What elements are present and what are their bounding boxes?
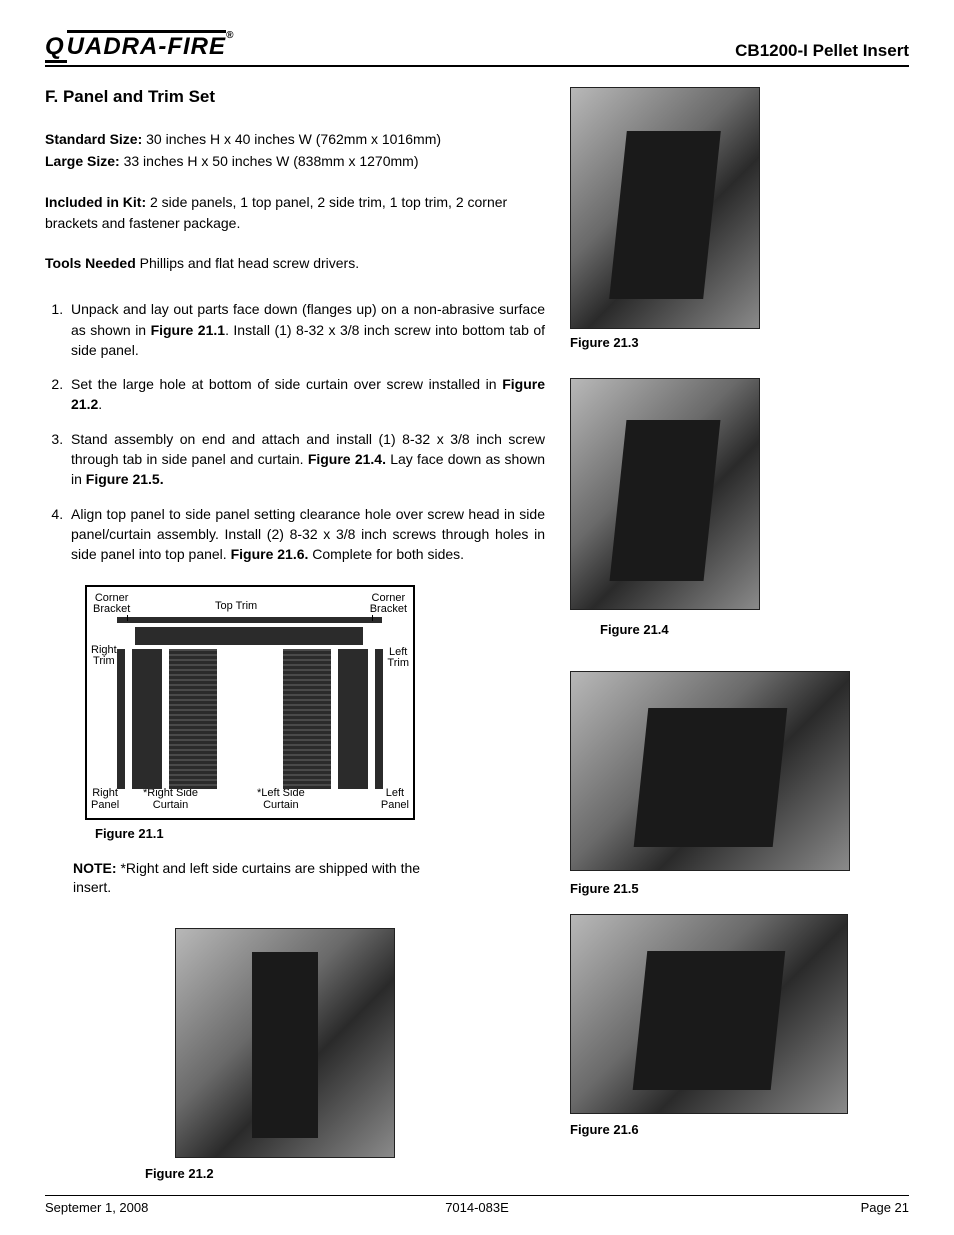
label-right-panel: RightPanel bbox=[91, 788, 119, 811]
figure-21-4-image bbox=[570, 378, 760, 610]
shape-left-panel bbox=[338, 649, 368, 789]
tools-label: Tools Needed bbox=[45, 255, 136, 271]
shape-right-curtain bbox=[169, 649, 217, 789]
shape-left-curtain bbox=[283, 649, 331, 789]
label-left-panel: LeftPanel bbox=[381, 788, 409, 811]
shape-left-trim bbox=[375, 649, 383, 789]
shape-right-trim bbox=[117, 649, 125, 789]
figure-21-2-caption: Figure 21.2 bbox=[145, 1166, 545, 1181]
figure-21-4-caption: Figure 21.4 bbox=[600, 622, 880, 637]
brand-logo: QUADRA-FIRE® bbox=[45, 30, 234, 61]
standard-size-value: 30 inches H x 40 inches W (762mm x 1016m… bbox=[142, 131, 441, 147]
label-top-trim: Top Trim bbox=[215, 601, 257, 613]
label-corner-bracket-left: CornerBracket bbox=[93, 593, 130, 616]
shape-top-trim bbox=[117, 617, 382, 623]
step-4: Align top panel to side panel setting cl… bbox=[67, 504, 545, 565]
note-label: NOTE: bbox=[73, 860, 117, 876]
figure-21-3-caption: Figure 21.3 bbox=[570, 335, 880, 350]
label-left-trim: LeftTrim bbox=[387, 647, 409, 670]
label-right-trim: RightTrim bbox=[91, 645, 117, 668]
figure-21-3-image bbox=[570, 87, 760, 329]
product-title: CB1200-I Pellet Insert bbox=[735, 41, 909, 61]
figure-21-6-image bbox=[570, 914, 848, 1114]
shape-right-panel bbox=[132, 649, 162, 789]
step-1: Unpack and lay out parts face down (flan… bbox=[67, 299, 545, 360]
steps-list: Unpack and lay out parts face down (flan… bbox=[67, 299, 545, 564]
included-label: Included in Kit: bbox=[45, 194, 146, 210]
left-column: F. Panel and Trim Set Standard Size: 30 … bbox=[45, 87, 545, 1181]
note-text: *Right and left side curtains are shippe… bbox=[73, 860, 420, 896]
footer-page: Page 21 bbox=[861, 1200, 909, 1215]
label-corner-bracket-right: CornerBracket bbox=[370, 593, 407, 616]
figure-21-5-image bbox=[570, 671, 850, 871]
step-2: Set the large hole at bottom of side cur… bbox=[67, 374, 545, 415]
step-3: Stand assembly on end and attach and ins… bbox=[67, 429, 545, 490]
figure-21-1-caption: Figure 21.1 bbox=[95, 826, 545, 841]
large-size-value: 33 inches H x 50 inches W (838mm x 1270m… bbox=[120, 153, 419, 169]
figure-21-5-caption: Figure 21.5 bbox=[570, 881, 880, 896]
page-header: QUADRA-FIRE® CB1200-I Pellet Insert bbox=[45, 30, 909, 67]
large-size-label: Large Size: bbox=[45, 153, 120, 169]
note-block: NOTE: *Right and left side curtains are … bbox=[73, 859, 433, 898]
content-area: F. Panel and Trim Set Standard Size: 30 … bbox=[45, 87, 909, 1181]
figure-21-1-diagram: CornerBracket CornerBracket Top Trim Top… bbox=[85, 585, 415, 820]
label-left-curtain: *Left SideCurtain bbox=[257, 788, 305, 811]
tools-value: Phillips and flat head screw drivers. bbox=[136, 255, 359, 271]
footer-docnum: 7014-083E bbox=[445, 1200, 509, 1215]
large-size-line: Large Size: 33 inches H x 50 inches W (8… bbox=[45, 151, 545, 173]
right-column: Figure 21.3 Figure 21.4 Figure 21.5 Figu… bbox=[570, 87, 880, 1181]
standard-size-line: Standard Size: 30 inches H x 40 inches W… bbox=[45, 129, 545, 151]
included-line: Included in Kit: 2 side panels, 1 top pa… bbox=[45, 192, 545, 233]
figure-21-2-image bbox=[175, 928, 395, 1158]
shape-top-panel bbox=[135, 627, 363, 645]
label-right-curtain: *Right SideCurtain bbox=[143, 788, 198, 811]
footer-date: Septemer 1, 2008 bbox=[45, 1200, 148, 1215]
standard-size-label: Standard Size: bbox=[45, 131, 142, 147]
tools-line: Tools Needed Phillips and flat head scre… bbox=[45, 253, 545, 273]
section-title: F. Panel and Trim Set bbox=[45, 87, 545, 107]
figure-21-6-caption: Figure 21.6 bbox=[570, 1122, 880, 1137]
page-footer: Septemer 1, 2008 7014-083E Page 21 bbox=[45, 1195, 909, 1215]
